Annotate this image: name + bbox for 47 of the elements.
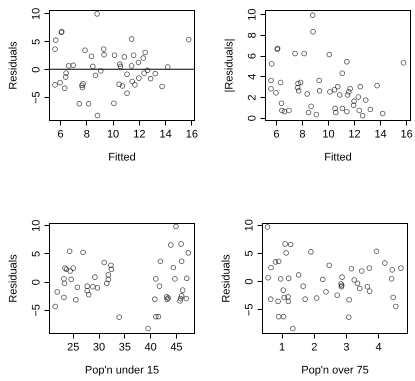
x-tick-label: 30 [92,342,106,354]
y-tick-label: 8 [246,32,258,38]
y-tick-label: 0 [30,66,42,73]
y-tick-label: −5 [30,304,42,317]
x-tick-label: 6 [273,128,280,140]
x-tick-label: 8 [84,128,90,140]
x-tick-label: 10 [106,128,120,140]
x-tick-label: 14 [159,128,172,140]
x-axis-title: Pop'n over 75 [301,364,369,376]
x-tick-label: 12 [348,128,361,140]
y-tick-label: 0 [246,115,258,122]
x-tick-label: 12 [133,128,146,140]
y-axis-title: Residuals [220,254,232,303]
x-axis-title: Fitted [108,152,136,164]
y-tick-label: 0 [30,279,42,286]
x-tick-label: 8 [299,128,306,140]
x-axis-title: Fitted [324,152,352,164]
x-tick-label: 25 [67,342,80,354]
x-tick-label: 3 [343,342,350,354]
x-tick-label: 16 [400,128,413,140]
y-tick-label: 10 [246,8,258,21]
x-tick-label: 1 [279,342,286,354]
y-tick-label: 4 [246,74,258,80]
y-tick-label: 10 [30,8,42,20]
y-tick-label: 2 [246,94,258,101]
x-tick-label: 16 [186,128,198,140]
y-tick-label: 5 [244,250,256,256]
y-tick-label: −5 [244,304,256,316]
x-tick-label: 10 [322,128,335,140]
y-tick-label: −5 [30,91,42,104]
x-tick-label: 40 [144,342,157,354]
y-tick-label: 5 [30,38,42,45]
y-axis-title: |Residuals| [224,38,236,93]
x-tick-label: 45 [170,342,183,354]
x-tick-label: 35 [118,342,131,354]
x-tick-label: 14 [374,128,387,140]
x-tick-label: 6 [57,128,64,140]
x-axis-title: Pop'n under 15 [84,364,160,376]
y-tick-label: 10 [244,219,256,232]
y-tick-label: 10 [30,220,42,232]
y-tick-label: 6 [246,53,258,60]
y-axis-title: Residuals [8,254,20,303]
x-tick-label: 2 [311,342,318,354]
y-axis-title: Residuals [8,40,20,90]
x-tick-label: 4 [376,342,382,354]
y-tick-label: 5 [30,250,42,258]
y-tick-label: 0 [244,278,256,285]
